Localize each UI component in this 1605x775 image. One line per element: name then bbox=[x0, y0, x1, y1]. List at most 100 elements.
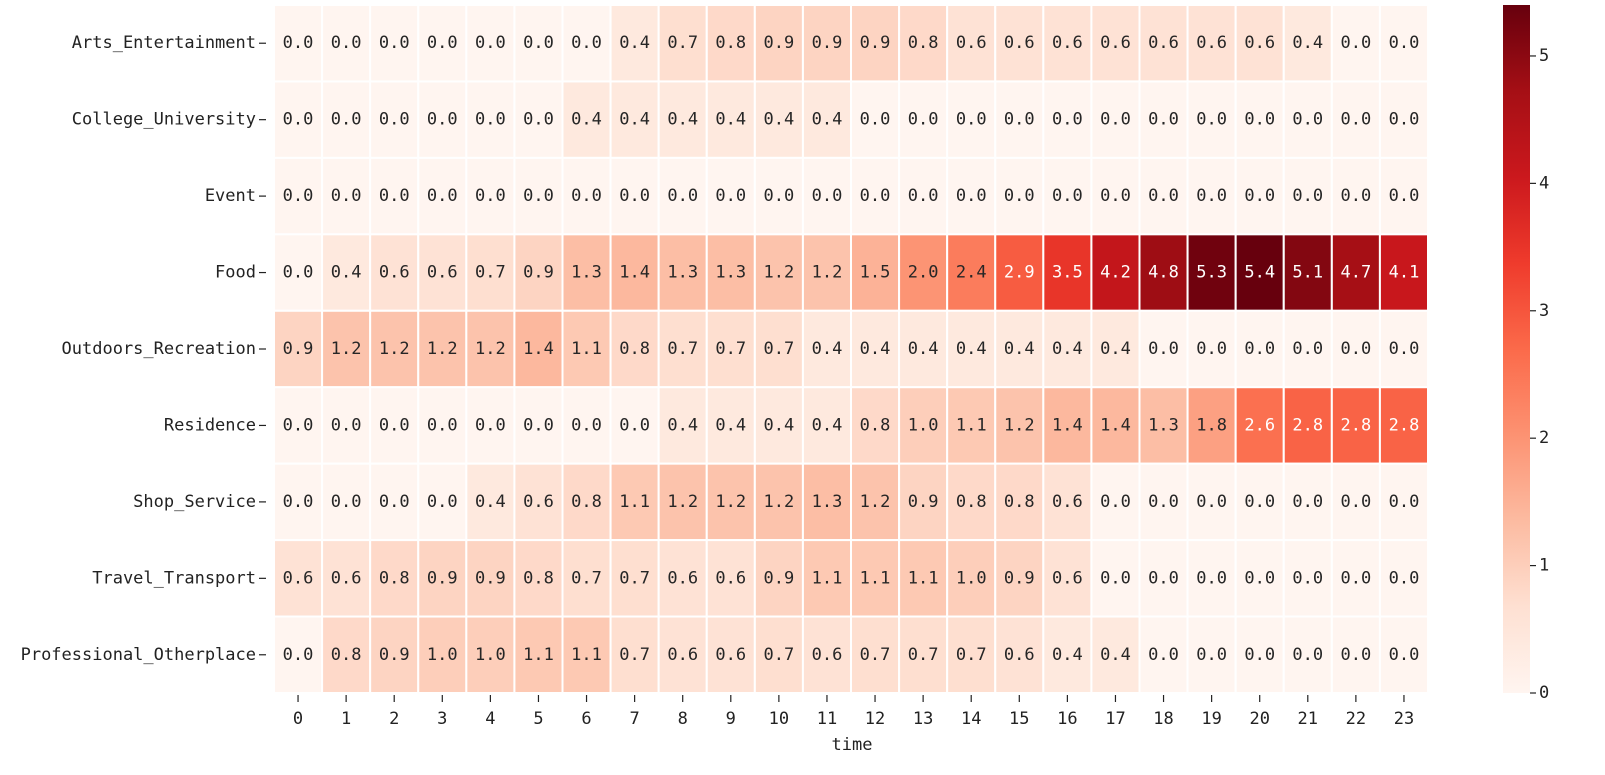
heatmap-cell bbox=[1186, 80, 1237, 159]
value-label: 1.0 bbox=[427, 645, 458, 665]
value-label: 0.9 bbox=[283, 339, 314, 359]
value-label: 1.4 bbox=[523, 339, 554, 359]
x-tick-label: 3 bbox=[437, 709, 447, 729]
value-label: 0.9 bbox=[764, 33, 795, 53]
heatmap-cell bbox=[898, 4, 949, 83]
y-tick-label: Food bbox=[215, 263, 256, 283]
heatmap-cell bbox=[1234, 309, 1285, 389]
value-label: 0.0 bbox=[475, 186, 506, 206]
value-label: 0.6 bbox=[1004, 645, 1035, 665]
heatmap-cell bbox=[321, 4, 372, 83]
value-label: 0.0 bbox=[427, 186, 458, 206]
heatmap-cell bbox=[1090, 386, 1141, 465]
value-label: 0.0 bbox=[283, 186, 314, 206]
value-label: 0.7 bbox=[908, 645, 939, 665]
value-label: 1.2 bbox=[331, 339, 362, 359]
heatmap-cell bbox=[417, 615, 468, 694]
value-label: 0.0 bbox=[427, 110, 458, 130]
heatmap-cell bbox=[1186, 156, 1237, 236]
y-tick-label: Residence bbox=[164, 415, 256, 435]
value-label: 0.0 bbox=[1196, 186, 1227, 206]
value-label: 0.0 bbox=[1100, 568, 1131, 588]
x-tick-label: 22 bbox=[1346, 709, 1366, 729]
value-label: 1.2 bbox=[379, 339, 410, 359]
heatmap-cell bbox=[1378, 4, 1429, 83]
value-label: 1.1 bbox=[619, 492, 650, 512]
value-label: 1.4 bbox=[1100, 415, 1131, 435]
value-label: 1.2 bbox=[764, 492, 795, 512]
heatmap-cell bbox=[1042, 462, 1093, 542]
value-label: 0.6 bbox=[667, 568, 698, 588]
heatmap-cell bbox=[1090, 233, 1141, 312]
heatmap-cell bbox=[1042, 615, 1093, 694]
heatmap-cell bbox=[801, 386, 853, 465]
value-label: 0.0 bbox=[1341, 492, 1372, 512]
heatmap-cell bbox=[1378, 615, 1429, 694]
heatmap-cell bbox=[657, 386, 708, 465]
x-tick-label: 12 bbox=[865, 709, 885, 729]
heatmap-cell bbox=[561, 156, 612, 236]
value-label: 0.0 bbox=[283, 645, 314, 665]
heatmap-cell bbox=[417, 309, 468, 389]
value-label: 0.0 bbox=[1244, 110, 1275, 130]
heatmap-cell bbox=[321, 233, 372, 312]
heatmap-cell bbox=[1282, 462, 1333, 542]
value-label: 0.0 bbox=[1389, 568, 1420, 588]
value-label: 2.8 bbox=[1389, 415, 1420, 435]
value-label: 0.9 bbox=[1004, 568, 1035, 588]
heatmap-cell bbox=[273, 156, 324, 236]
value-label: 0.0 bbox=[331, 492, 362, 512]
value-label: 2.0 bbox=[908, 263, 939, 283]
value-label: 0.7 bbox=[571, 568, 602, 588]
value-label: 0.4 bbox=[667, 415, 698, 435]
value-label: 0.8 bbox=[860, 415, 891, 435]
heatmap-cell bbox=[1186, 462, 1237, 542]
value-label: 1.3 bbox=[571, 263, 602, 283]
value-label: 0.0 bbox=[1341, 339, 1372, 359]
x-tick-label: 9 bbox=[726, 709, 736, 729]
value-label: 1.0 bbox=[908, 415, 939, 435]
heatmap-cell bbox=[513, 309, 564, 389]
heatmap-cell bbox=[369, 386, 420, 465]
heatmap-cell bbox=[1090, 462, 1141, 542]
value-label: 1.0 bbox=[956, 568, 987, 588]
value-label: 0.9 bbox=[475, 568, 506, 588]
value-label: 0.0 bbox=[1292, 110, 1323, 130]
heatmap-cell bbox=[1282, 309, 1333, 389]
x-tick-label: 13 bbox=[913, 709, 933, 729]
x-tick-label: 18 bbox=[1153, 709, 1173, 729]
value-label: 1.5 bbox=[860, 263, 891, 283]
heatmap-cell bbox=[1234, 539, 1285, 618]
heatmap-cell bbox=[946, 309, 997, 389]
heatmap-cell bbox=[609, 615, 660, 694]
x-tick-label: 19 bbox=[1201, 709, 1221, 729]
value-label: 0.0 bbox=[1196, 492, 1227, 512]
value-label: 0.0 bbox=[1341, 568, 1372, 588]
value-label: 1.2 bbox=[427, 339, 458, 359]
x-tick-label: 17 bbox=[1105, 709, 1125, 729]
colorbar-tick-label: 3 bbox=[1539, 301, 1549, 321]
value-label: 0.0 bbox=[379, 492, 410, 512]
heatmap-cell bbox=[1042, 386, 1093, 465]
heatmap-cell bbox=[801, 539, 853, 618]
value-label: 0.0 bbox=[1100, 186, 1131, 206]
heatmap-cell bbox=[753, 233, 804, 312]
heatmap-cell bbox=[898, 80, 949, 159]
heatmap-cell bbox=[946, 4, 997, 83]
value-label: 0.0 bbox=[1389, 33, 1420, 53]
heatmap-cell bbox=[513, 615, 564, 694]
heatmap-cell bbox=[609, 539, 660, 618]
x-tick-label: 2 bbox=[389, 709, 399, 729]
heatmap-cell bbox=[513, 539, 564, 618]
value-label: 0.0 bbox=[331, 33, 362, 53]
heatmap-cell bbox=[1378, 539, 1429, 618]
value-label: 0.4 bbox=[619, 110, 650, 130]
value-label: 1.2 bbox=[715, 492, 746, 512]
x-tick-label: 8 bbox=[678, 709, 688, 729]
value-label: 0.0 bbox=[331, 415, 362, 435]
value-label: 1.1 bbox=[571, 339, 602, 359]
value-label: 0.8 bbox=[956, 492, 987, 512]
value-label: 1.1 bbox=[523, 645, 554, 665]
value-label: 1.4 bbox=[619, 263, 650, 283]
colorbar-tick-label: 0 bbox=[1539, 683, 1549, 703]
